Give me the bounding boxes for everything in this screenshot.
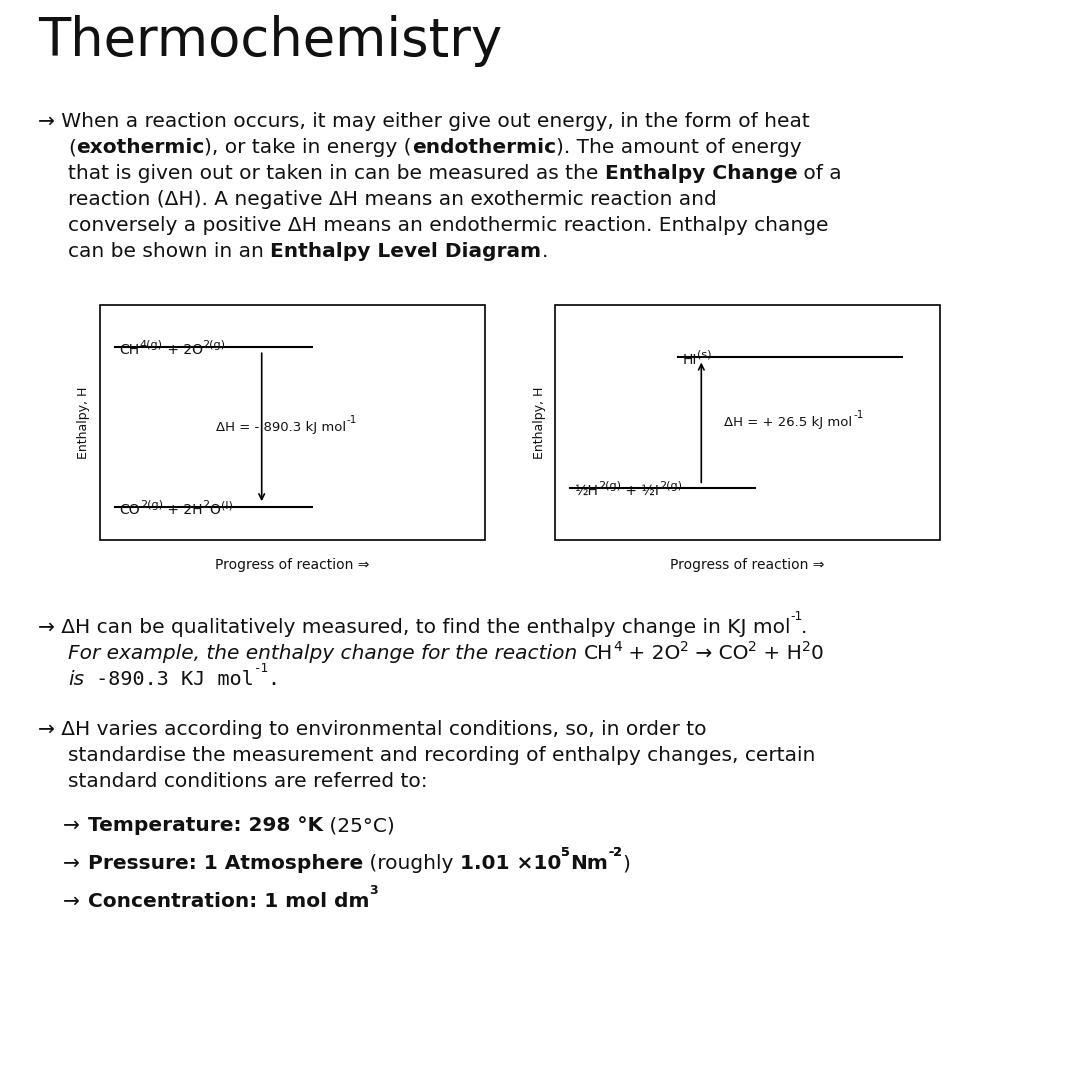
Text: 2(g): 2(g) — [659, 482, 682, 491]
Text: Concentration: 1 mol dm: Concentration: 1 mol dm — [88, 892, 369, 911]
Text: 5: 5 — [561, 846, 570, 859]
Text: Enthalpy Level Diagram: Enthalpy Level Diagram — [270, 242, 542, 261]
Text: → ΔH varies according to environmental conditions, so, in order to: → ΔH varies according to environmental c… — [38, 720, 706, 739]
Text: 2(g): 2(g) — [139, 500, 163, 511]
Text: can be shown in an: can be shown in an — [68, 242, 270, 261]
Text: Temperature: 298 °K: Temperature: 298 °K — [88, 816, 323, 835]
Text: ΔH = - 890.3 kJ mol: ΔH = - 890.3 kJ mol — [216, 421, 346, 434]
Text: -1: -1 — [347, 415, 357, 425]
Text: 5: 5 — [561, 846, 570, 859]
Text: exothermic: exothermic — [76, 138, 204, 157]
Text: Enthalpy, H: Enthalpy, H — [532, 387, 545, 458]
Text: 2: 2 — [680, 640, 689, 654]
Text: .: . — [542, 242, 547, 261]
Text: 3: 3 — [369, 884, 378, 897]
Text: that is given out or taken in can be measured as the: that is given out or taken in can be mea… — [68, 164, 605, 183]
Bar — [100, 305, 485, 540]
Text: of a: of a — [797, 164, 842, 183]
Text: reaction (ΔH). A negative ΔH means an exothermic reaction and: reaction (ΔH). A negative ΔH means an ex… — [68, 190, 717, 209]
Text: standard conditions are referred to:: standard conditions are referred to: — [68, 772, 428, 791]
Text: For example, the enthalpy change for the reaction: For example, the enthalpy change for the… — [68, 644, 584, 663]
Text: -1: -1 — [254, 662, 269, 675]
Text: O: O — [209, 503, 221, 517]
Text: .: . — [800, 618, 807, 637]
Text: →: → — [63, 854, 86, 873]
Text: is: is — [68, 670, 84, 689]
Text: CH: CH — [584, 644, 613, 663]
Text: 1.01 ×10: 1.01 ×10 — [460, 854, 561, 873]
Text: ), or take in energy (: ), or take in energy ( — [204, 138, 412, 157]
Text: -890.3 KJ mol: -890.3 KJ mol — [84, 670, 254, 689]
Text: conversely a positive ΔH means an endothermic reaction. Enthalpy change: conversely a positive ΔH means an endoth… — [68, 216, 828, 235]
Text: CO: CO — [119, 503, 139, 517]
Text: (s): (s) — [696, 349, 711, 360]
Text: 2: 2 — [748, 640, 756, 654]
Text: + 2H: + 2H — [163, 503, 203, 517]
Text: + 2O: + 2O — [621, 644, 680, 663]
Text: 2(g): 2(g) — [203, 341, 225, 350]
Text: Enthalpy, H: Enthalpy, H — [77, 387, 90, 458]
Text: (: ( — [68, 138, 76, 157]
Text: + H: + H — [756, 644, 802, 663]
Text: 2: 2 — [802, 640, 810, 654]
Text: ): ) — [622, 854, 630, 873]
Text: →: → — [63, 816, 86, 835]
Text: → CO: → CO — [689, 644, 748, 663]
Text: ½H: ½H — [574, 484, 599, 499]
Text: → When a reaction occurs, it may either give out energy, in the form of heat: → When a reaction occurs, it may either … — [38, 112, 810, 131]
Text: Pressure: 1 Atmosphere: Pressure: 1 Atmosphere — [88, 854, 364, 873]
Text: ). The amount of energy: ). The amount of energy — [556, 138, 802, 157]
Text: Nm: Nm — [570, 854, 608, 873]
Text: -2: -2 — [608, 846, 622, 859]
Text: (l): (l) — [221, 500, 233, 511]
Text: endothermic: endothermic — [412, 138, 556, 157]
Text: Progress of reaction ⇒: Progress of reaction ⇒ — [671, 557, 825, 572]
Text: 4: 4 — [613, 640, 621, 654]
Text: standardise the measurement and recording of enthalpy changes, certain: standardise the measurement and recordin… — [68, 747, 815, 765]
Text: -2: -2 — [608, 846, 622, 859]
Text: Thermochemistry: Thermochemistry — [38, 15, 502, 67]
Text: CH: CH — [119, 343, 139, 358]
Text: ΔH = + 26.5 kJ mol: ΔH = + 26.5 kJ mol — [724, 417, 853, 429]
Text: 0: 0 — [810, 644, 823, 663]
Text: Progress of reaction ⇒: Progress of reaction ⇒ — [216, 557, 370, 572]
Text: Enthalpy Change: Enthalpy Change — [605, 164, 797, 183]
Text: HI: HI — [682, 352, 696, 366]
Text: .: . — [267, 670, 279, 689]
Bar — [555, 305, 940, 540]
Text: -1: -1 — [791, 610, 803, 623]
Text: →: → — [63, 892, 86, 911]
Text: (roughly: (roughly — [364, 854, 460, 873]
Text: → ΔH can be qualitatively measured, to find the enthalpy change in KJ mol: → ΔH can be qualitatively measured, to f… — [38, 618, 791, 637]
Text: 2: 2 — [203, 500, 209, 511]
Text: 2(g): 2(g) — [599, 482, 621, 491]
Text: + ½I: + ½I — [621, 484, 659, 499]
Text: 4(g): 4(g) — [139, 341, 162, 350]
Text: (25°C): (25°C) — [323, 816, 395, 835]
Text: + 2O: + 2O — [162, 343, 203, 358]
Text: -1: -1 — [853, 410, 864, 421]
